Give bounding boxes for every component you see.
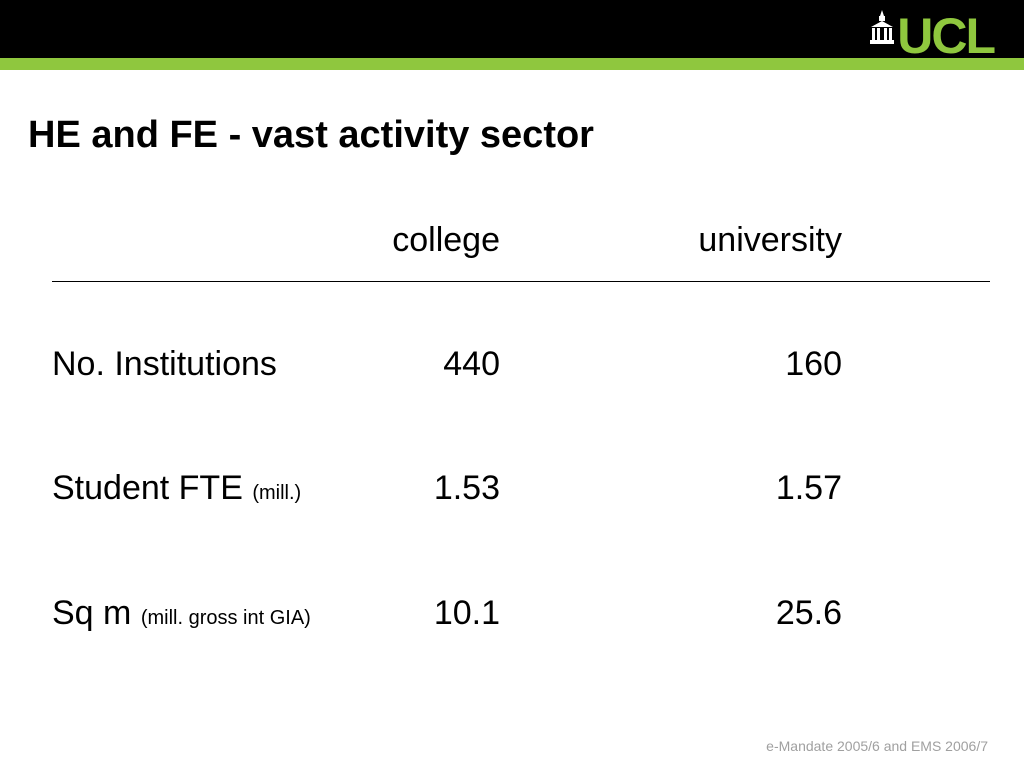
college-value: 1.53 xyxy=(433,469,500,507)
column-header-college: college xyxy=(392,221,500,259)
header-bar xyxy=(0,0,1024,58)
row-label-note: (mill. gross int GIA) xyxy=(140,607,311,629)
row-label-note: (mill.) xyxy=(252,482,302,504)
portico-icon xyxy=(870,10,895,44)
logo-text: UCL xyxy=(897,8,996,64)
column-header-university: university xyxy=(698,221,842,259)
row-label-text: Sq m xyxy=(52,594,132,632)
row-label: No. Institutions xyxy=(52,342,277,386)
college-value: 440 xyxy=(443,345,500,383)
table-row: Student FTE (mill.) 1.53 1.57 xyxy=(52,466,990,510)
slide-title: HE and FE - vast activity sector xyxy=(28,114,594,156)
header-accent-stripe xyxy=(0,58,1024,70)
table-row: No. Institutions 440 160 xyxy=(52,342,990,386)
header-divider xyxy=(52,281,990,282)
table-row: Sq m (mill. gross int GIA) 10.1 25.6 xyxy=(52,591,990,635)
university-value: 160 xyxy=(785,345,842,383)
footer-text: e-Mandate 2005/6 and EMS 2006/7 xyxy=(766,738,988,754)
row-label-text: Student FTE xyxy=(52,469,243,507)
university-value: 1.57 xyxy=(775,469,842,507)
row-label: Student FTE (mill.) xyxy=(52,466,301,515)
university-value: 25.6 xyxy=(775,594,842,632)
data-table: college university No. Institutions 440 … xyxy=(52,0,990,700)
row-label: Sq m (mill. gross int GIA) xyxy=(52,591,311,640)
ucl-logo: UCL xyxy=(869,8,996,64)
row-label-text: No. Institutions xyxy=(52,345,277,383)
college-value: 10.1 xyxy=(433,594,500,632)
